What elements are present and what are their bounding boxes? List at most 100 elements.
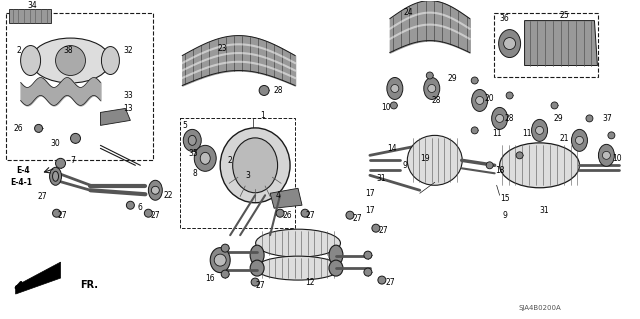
Circle shape: [259, 85, 269, 95]
Circle shape: [56, 158, 65, 168]
Text: 28: 28: [431, 96, 440, 105]
Text: 28: 28: [273, 86, 283, 95]
Text: 8: 8: [193, 169, 198, 178]
Circle shape: [151, 186, 159, 194]
Ellipse shape: [492, 108, 508, 130]
Text: 23: 23: [218, 44, 227, 53]
Text: 27: 27: [150, 211, 160, 220]
Ellipse shape: [31, 38, 111, 83]
Circle shape: [364, 268, 372, 276]
Ellipse shape: [329, 245, 343, 265]
Ellipse shape: [499, 30, 520, 57]
Circle shape: [426, 72, 433, 79]
Text: 27: 27: [58, 211, 67, 220]
Text: 17: 17: [365, 189, 374, 198]
Circle shape: [364, 251, 372, 259]
Bar: [493, 13, 598, 78]
Ellipse shape: [220, 128, 290, 203]
Circle shape: [602, 151, 611, 159]
Text: 21: 21: [560, 134, 569, 143]
Text: 2: 2: [16, 46, 21, 55]
Ellipse shape: [148, 180, 163, 200]
Text: 14: 14: [387, 144, 397, 153]
Ellipse shape: [49, 167, 61, 185]
Circle shape: [35, 124, 43, 132]
Text: E-4: E-4: [17, 166, 30, 175]
Text: 6: 6: [138, 203, 143, 212]
Ellipse shape: [598, 145, 614, 166]
Circle shape: [471, 77, 478, 84]
Text: 17: 17: [365, 206, 374, 215]
Ellipse shape: [532, 119, 548, 141]
Text: 9: 9: [502, 211, 507, 220]
Text: 26: 26: [282, 211, 292, 220]
Circle shape: [221, 270, 229, 278]
Polygon shape: [100, 108, 131, 125]
Text: 36: 36: [500, 14, 509, 23]
Text: 20: 20: [485, 94, 495, 103]
Ellipse shape: [200, 152, 210, 164]
Circle shape: [608, 132, 615, 139]
Text: 22: 22: [164, 191, 173, 200]
Text: 35: 35: [188, 149, 198, 158]
Text: 38: 38: [64, 46, 74, 55]
Circle shape: [504, 38, 516, 49]
Text: 11: 11: [492, 129, 501, 138]
Circle shape: [471, 127, 478, 134]
Circle shape: [575, 137, 584, 145]
Text: 18: 18: [495, 166, 504, 175]
Ellipse shape: [52, 171, 58, 181]
Text: 31: 31: [376, 174, 386, 183]
Circle shape: [428, 85, 436, 93]
Text: 24: 24: [403, 8, 413, 17]
Text: 5: 5: [183, 121, 188, 130]
Polygon shape: [15, 262, 61, 294]
Circle shape: [145, 209, 152, 217]
Text: 13: 13: [124, 104, 133, 113]
Text: 32: 32: [124, 46, 133, 55]
Circle shape: [126, 201, 134, 209]
Ellipse shape: [102, 47, 120, 75]
Text: 27: 27: [38, 192, 47, 201]
Text: 28: 28: [505, 114, 515, 123]
Ellipse shape: [424, 78, 440, 100]
Ellipse shape: [188, 135, 196, 145]
Bar: [180, 118, 295, 228]
Ellipse shape: [500, 143, 579, 188]
Circle shape: [52, 209, 61, 217]
Text: 27: 27: [378, 226, 388, 235]
Text: 27: 27: [385, 278, 395, 286]
Ellipse shape: [329, 260, 343, 276]
Text: 7: 7: [70, 156, 75, 165]
Circle shape: [276, 209, 284, 217]
Circle shape: [551, 102, 558, 109]
Polygon shape: [8, 9, 51, 23]
Circle shape: [476, 96, 484, 104]
Ellipse shape: [56, 46, 86, 76]
Ellipse shape: [250, 260, 264, 276]
Text: 25: 25: [560, 11, 570, 20]
Text: 4: 4: [276, 191, 280, 200]
Text: 33: 33: [124, 91, 133, 100]
Ellipse shape: [183, 130, 201, 151]
Text: 34: 34: [28, 1, 38, 10]
Circle shape: [586, 115, 593, 122]
Text: 30: 30: [51, 139, 60, 148]
Circle shape: [516, 152, 523, 159]
Circle shape: [378, 276, 386, 284]
Text: 9: 9: [403, 161, 407, 170]
Circle shape: [251, 278, 259, 286]
Circle shape: [301, 209, 309, 217]
Text: 19: 19: [420, 154, 429, 163]
Text: 16: 16: [205, 274, 215, 283]
Ellipse shape: [407, 135, 462, 185]
Text: 27: 27: [305, 211, 315, 220]
Text: 37: 37: [602, 114, 612, 123]
Circle shape: [70, 133, 81, 143]
Text: 31: 31: [540, 206, 549, 215]
Text: 12: 12: [305, 278, 315, 286]
Text: 11: 11: [522, 129, 531, 138]
Ellipse shape: [210, 248, 230, 273]
Ellipse shape: [387, 78, 403, 100]
Polygon shape: [525, 21, 597, 65]
